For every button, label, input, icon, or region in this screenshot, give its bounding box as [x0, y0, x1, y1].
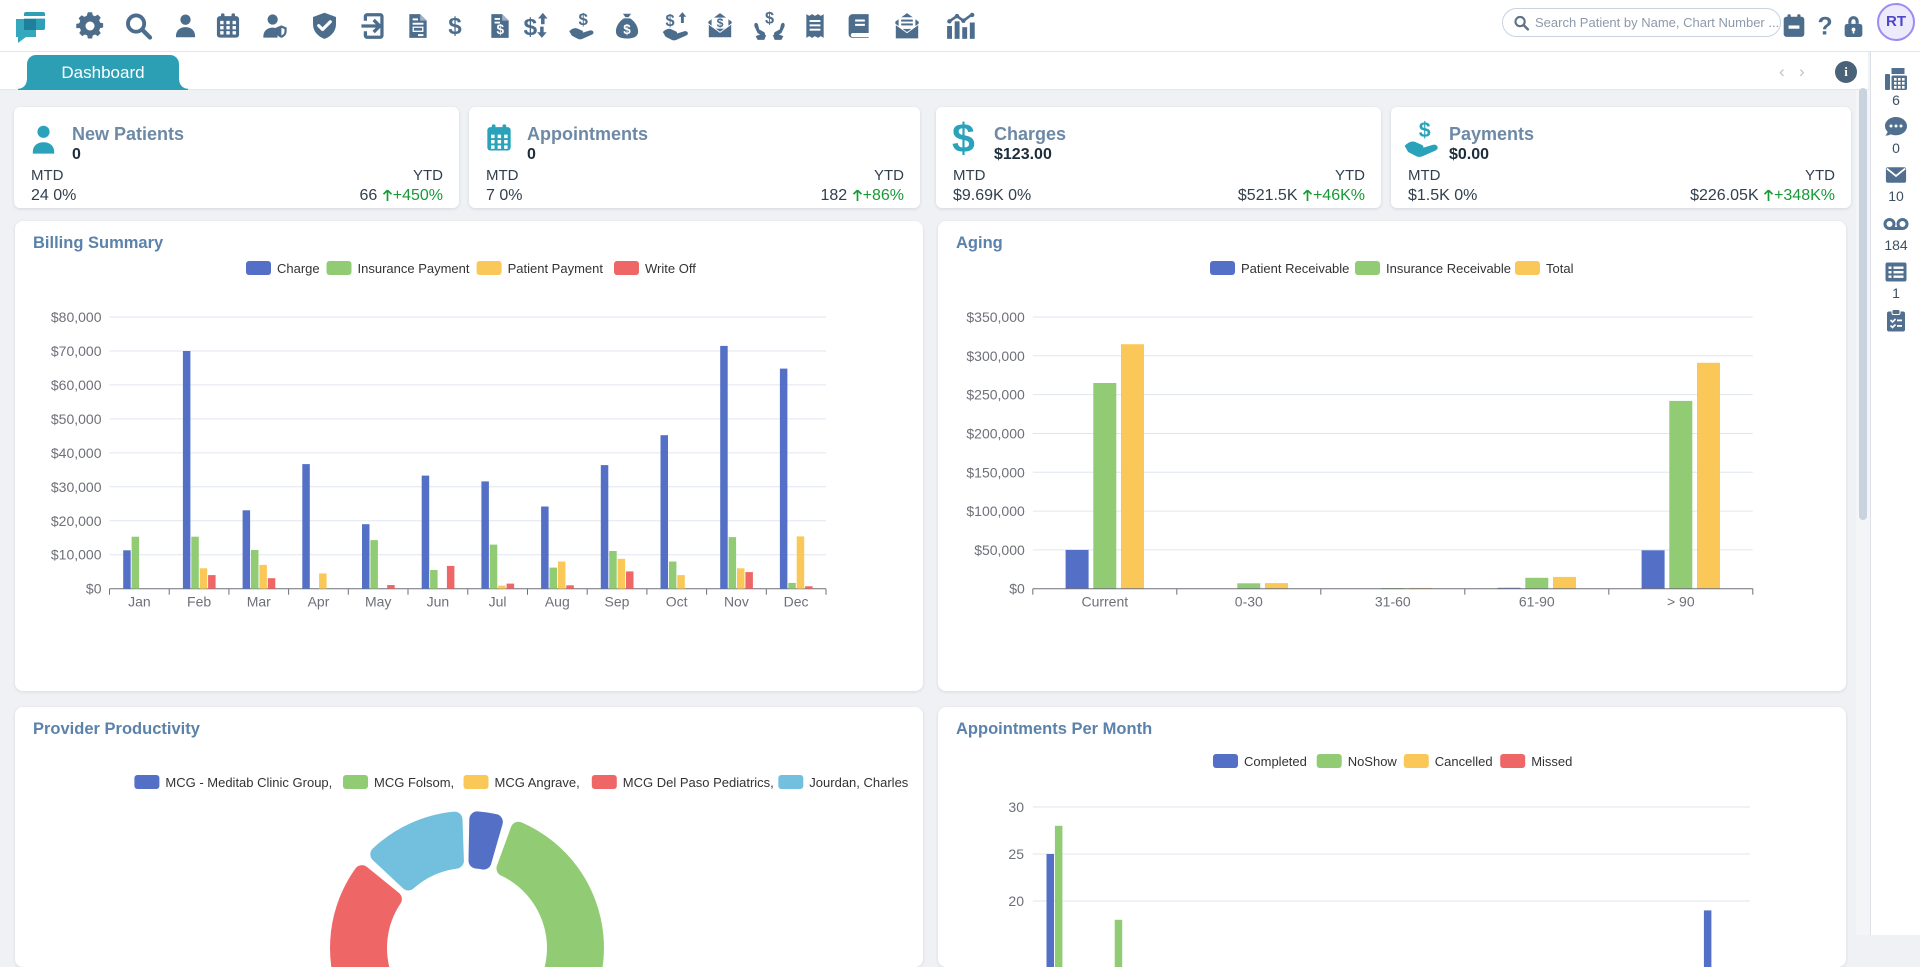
svg-text:$60,000: $60,000	[51, 377, 102, 393]
svg-text:Mar: Mar	[247, 594, 271, 610]
svg-text:$30,000: $30,000	[51, 479, 102, 495]
svg-text:$70,000: $70,000	[51, 343, 102, 359]
svg-text:Completed: Completed	[1244, 754, 1307, 769]
svg-text:$: $	[496, 22, 504, 37]
svg-text:Jul: Jul	[489, 594, 507, 610]
svg-text:$0: $0	[1009, 581, 1025, 597]
svg-text:MCG Del Paso Pediatrics,: MCG Del Paso Pediatrics,	[623, 775, 774, 790]
svg-text:Sep: Sep	[605, 594, 630, 610]
svg-text:Current: Current	[1081, 594, 1128, 610]
svg-text:?: ?	[1818, 13, 1833, 40]
svg-text:Insurance Payment: Insurance Payment	[358, 261, 470, 276]
svg-text:$300,000: $300,000	[966, 348, 1025, 364]
svg-text:20: 20	[1008, 893, 1024, 909]
svg-text:MCG - Meditab Clinic Group,: MCG - Meditab Clinic Group,	[165, 775, 332, 790]
svg-text:$10,000: $10,000	[51, 547, 102, 563]
svg-text:Charge: Charge	[277, 261, 320, 276]
svg-text:Insurance Receivable: Insurance Receivable	[1386, 261, 1511, 276]
svg-text:Jan: Jan	[128, 594, 151, 610]
svg-text:Apr: Apr	[308, 594, 330, 610]
svg-text:> 90: > 90	[1667, 594, 1695, 610]
svg-text:61-90: 61-90	[1519, 594, 1555, 610]
svg-text:Dec: Dec	[784, 594, 809, 610]
svg-text:0-30: 0-30	[1235, 594, 1263, 610]
svg-text:$100,000: $100,000	[966, 503, 1025, 519]
svg-text:$350,000: $350,000	[966, 309, 1025, 325]
svg-text:$50,000: $50,000	[974, 542, 1025, 558]
svg-text:Jun: Jun	[427, 594, 450, 610]
svg-text:May: May	[365, 594, 391, 610]
svg-text:Aug: Aug	[545, 594, 570, 610]
svg-text:25: 25	[1008, 846, 1024, 862]
svg-text:Missed: Missed	[1531, 754, 1572, 769]
svg-text:$40,000: $40,000	[51, 445, 102, 461]
svg-text:$20,000: $20,000	[51, 513, 102, 529]
svg-text:$: $	[524, 13, 538, 39]
svg-text:Cancelled: Cancelled	[1435, 754, 1493, 769]
svg-text:$150,000: $150,000	[966, 464, 1025, 480]
svg-text:30: 30	[1008, 799, 1024, 815]
svg-text:$: $	[765, 11, 774, 27]
svg-text:Nov: Nov	[724, 594, 749, 610]
svg-text:$250,000: $250,000	[966, 387, 1025, 403]
svg-text:$: $	[666, 12, 675, 30]
svg-text:$: $	[1419, 120, 1431, 142]
svg-text:$50,000: $50,000	[51, 411, 102, 427]
svg-text:Feb: Feb	[187, 594, 211, 610]
svg-text:$0: $0	[86, 581, 102, 597]
svg-text:Patient Receivable: Patient Receivable	[1241, 261, 1349, 276]
svg-text:Oct: Oct	[666, 594, 688, 610]
svg-text:$80,000: $80,000	[51, 309, 102, 325]
svg-text:$200,000: $200,000	[966, 426, 1025, 442]
svg-text:Total: Total	[1546, 261, 1574, 276]
svg-text:$: $	[579, 12, 589, 29]
svg-text:Patient Payment: Patient Payment	[508, 261, 604, 276]
svg-text:$: $	[623, 21, 631, 36]
svg-text:MCG Folsom,: MCG Folsom,	[374, 775, 454, 790]
svg-text:NoShow: NoShow	[1348, 754, 1398, 769]
svg-text:Write Off: Write Off	[645, 261, 696, 276]
svg-text:Jourdan, Charles: Jourdan, Charles	[809, 775, 908, 790]
svg-text:$: $	[448, 12, 462, 39]
svg-text:MCG Angrave,: MCG Angrave,	[495, 775, 580, 790]
svg-text:$: $	[717, 16, 724, 30]
svg-text:31-60: 31-60	[1375, 594, 1411, 610]
